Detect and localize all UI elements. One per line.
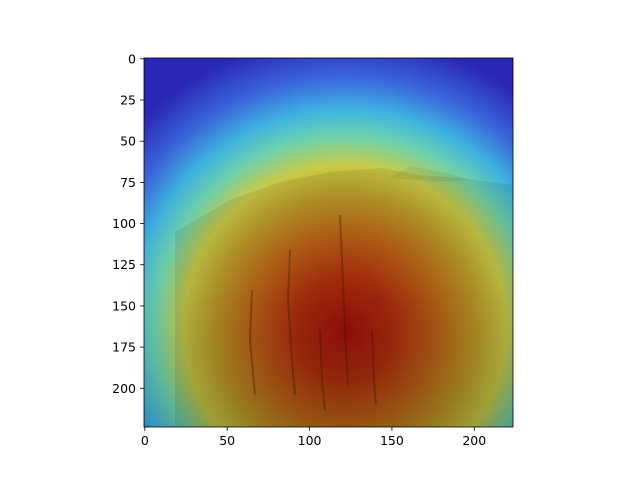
- y-tick-label: 200: [112, 381, 136, 396]
- heatmap-image: [144, 58, 513, 427]
- x-axis: 0 50 100 150 200: [141, 427, 486, 448]
- y-tick-label: 0: [128, 51, 136, 66]
- x-tick-label: 0: [141, 433, 149, 448]
- x-tick-label: 50: [219, 433, 235, 448]
- y-tick-label: 75: [120, 175, 136, 190]
- y-tick-label: 150: [112, 298, 136, 313]
- x-tick-label: 150: [380, 433, 404, 448]
- y-axis: 0 25 50 75 100 125 150 175 200: [112, 51, 144, 396]
- x-tick-label: 100: [298, 433, 322, 448]
- y-tick-label: 125: [112, 257, 136, 272]
- y-tick-label: 25: [120, 93, 136, 108]
- y-tick-label: 100: [112, 216, 136, 231]
- axes-frame: [143, 57, 514, 428]
- y-tick-label: 50: [120, 134, 136, 149]
- y-tick-label: 175: [112, 340, 136, 355]
- x-tick-label: 200: [462, 433, 486, 448]
